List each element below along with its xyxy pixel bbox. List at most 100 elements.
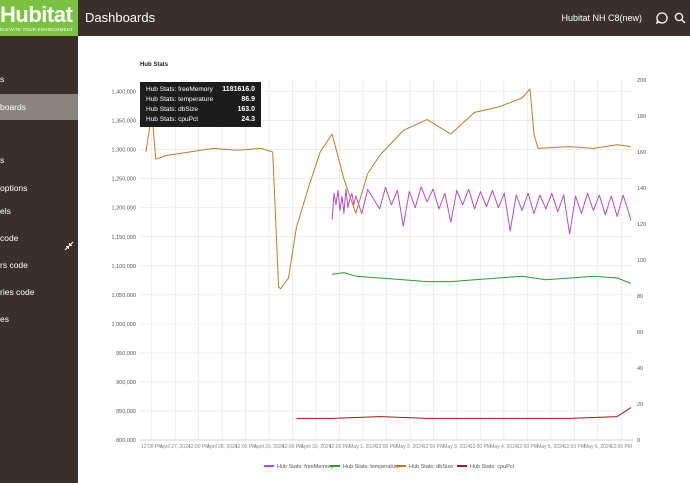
tooltip-row-cpupct: Hub Stats: cpuPct 24.3 (146, 115, 255, 125)
hub-name: Hubitat NH C8(new) (561, 13, 642, 23)
tooltip-row-dbsize: Hub Stats: dbSize 163.0 (146, 105, 255, 115)
y-right-tick-label: 140 (637, 186, 646, 192)
y-left-axis: 800,000 850,000 900,000 950,000 1,000,000 1,0… (112, 90, 136, 444)
series-line (332, 272, 632, 284)
tooltip-value: 24.3 (241, 116, 255, 123)
tooltip-label: Hub Stats: dbSize (146, 106, 199, 113)
sidebar-item-8[interactable]: es (0, 306, 78, 332)
y-right-tick-label: 120 (637, 222, 646, 228)
x-tick-label: 12:00 PM (564, 444, 585, 450)
tooltip-row-temperature: Hub Stats: temperature 86.9 (146, 95, 255, 105)
x-tick-label: 12:00 PM (611, 444, 632, 450)
sidebar-item-label: ries code (0, 287, 35, 297)
series-line (145, 88, 632, 290)
x-tick-label: May 5, 2024 (537, 444, 565, 450)
y-left-tick-label: 1,000,000 (112, 322, 136, 328)
legend-item-label: Hub Stats: dbSize (409, 464, 453, 470)
x-tick-label: May 4, 2024 (490, 444, 518, 450)
y-right-tick-label: 180 (637, 114, 646, 120)
y-left-tick-label: 1,300,000 (112, 148, 136, 154)
x-tick-label: 12:00 PM (423, 444, 444, 450)
y-left-tick-label: 1,350,000 (112, 119, 136, 125)
tooltip-label: Hub Stats: freeMemory (146, 86, 213, 93)
sidebar-item-5[interactable]: code (0, 225, 78, 251)
x-tick-label: 12:00 PM (188, 444, 209, 450)
x-tick-label: 12:00 PM (235, 444, 256, 450)
tooltip-label: Hub Stats: cpuPct (146, 116, 199, 123)
y-left-tick-label: 950,000 (116, 351, 136, 357)
tooltip-row-freememory: Hub Stats: freeMemory 1181616.0 (146, 85, 255, 95)
sidebar-item-label: code (0, 233, 19, 243)
y-right-tick-label: 160 (637, 150, 646, 156)
x-tick-label: May 2, 2024 (396, 444, 424, 450)
sidebar-item-7[interactable]: ries code (0, 279, 78, 305)
y-left-tick-label: 1,150,000 (112, 235, 136, 241)
search-icon[interactable] (674, 12, 686, 24)
sidebar-item-label: boards (0, 102, 26, 112)
series-line (296, 407, 632, 419)
y-left-tick-label: 1,050,000 (112, 293, 136, 299)
y-left-tick-label: 850,000 (116, 409, 136, 415)
x-tick-label: April 30, 2024 (301, 444, 332, 450)
y-right-tick-label: 0 (637, 438, 640, 444)
logo-text: Hubitat (0, 2, 73, 27)
page-title: Dashboards (85, 10, 156, 25)
x-tick-label: May 3, 2024 (443, 444, 471, 450)
sidebar: s boards s options els code rs code ries… (0, 36, 78, 483)
sidebar-item-4[interactable]: els (0, 198, 78, 224)
y-right-tick-label: 100 (637, 258, 646, 264)
x-tick-label: 12:00 PM (470, 444, 491, 450)
sidebar-item-label: es (0, 314, 9, 324)
logo-tagline: ELEVATE YOUR ENVIRONMENT (0, 27, 74, 32)
top-bar (0, 0, 690, 36)
hub-stats-chart[interactable]: Hub Stats 800,000 850,000 900,000 950,000 1,… (78, 36, 690, 483)
tooltip-value: 1181616.0 (222, 86, 255, 93)
chart-title: Hub Stats (140, 62, 169, 68)
series-line (331, 186, 632, 235)
y-right-tick-label: 60 (637, 330, 643, 336)
y-right-tick-label: 40 (637, 366, 643, 372)
y-right-tick-label: 20 (637, 402, 643, 408)
collapse-icon[interactable] (64, 241, 74, 251)
y-left-tick-label: 1,250,000 (112, 177, 136, 183)
chart-tooltip: Hub Stats: freeMemory 1181616.0 Hub Stats… (140, 82, 261, 127)
sidebar-item-label: options (0, 183, 28, 193)
sidebar-item-6[interactable]: rs code (0, 252, 78, 278)
x-tick-label: 12:00 PM (517, 444, 538, 450)
x-tick-label: April 29, 2024 (254, 444, 285, 450)
tooltip-value: 163.0 (237, 106, 255, 113)
y-right-tick-label: 200 (637, 78, 646, 84)
x-tick-label: 12:00 PM (376, 444, 397, 450)
legend-item-label: Hub Stats: freeMemory (277, 464, 334, 470)
hubitat-logo[interactable]: Hubitat ELEVATE YOUR ENVIRONMENT (0, 0, 78, 36)
sidebar-item-2[interactable]: s (0, 147, 78, 173)
chart-grid (140, 80, 633, 441)
y-right-tick-label: 80 (637, 294, 643, 300)
y-left-tick-label: 1,100,000 (112, 264, 136, 270)
sidebar-item-dashboards[interactable]: boards (0, 94, 78, 120)
sidebar-item-3[interactable]: options (0, 175, 78, 201)
x-tick-label: April 27, 2024 (160, 444, 191, 450)
sidebar-item-label: s (0, 74, 5, 84)
tooltip-label: Hub Stats: temperature (146, 96, 214, 103)
y-right-axis: 0 20 40 60 80 100 120 140 160 180 200 (637, 78, 646, 444)
series-layer (145, 88, 632, 419)
y-left-tick-label: 900,000 (116, 380, 136, 386)
x-tick-label: 12:00 PM (141, 444, 162, 450)
chat-icon[interactable] (656, 12, 668, 24)
x-tick-label: 12:00 PM (282, 444, 303, 450)
legend-item-label: Hub Stats: cpuPct (470, 464, 514, 470)
legend-item-label: Hub Stats: temperature (343, 464, 400, 470)
y-left-tick-label: 1,400,000 (112, 90, 136, 96)
chart-legend[interactable]: Hub Stats: freeMemory Hub Stats: temperat… (264, 464, 514, 470)
sidebar-item-0[interactable]: s (0, 66, 78, 92)
x-tick-label: 12:00 PM (329, 444, 350, 450)
y-left-tick-label: 800,000 (116, 438, 136, 444)
tooltip-value: 86.9 (241, 96, 255, 103)
sidebar-item-label: rs code (0, 260, 28, 270)
sidebar-item-label: s (0, 155, 5, 165)
x-tick-label: April 28, 2024 (207, 444, 238, 450)
x-tick-label: May 1, 2024 (349, 444, 377, 450)
y-left-tick-label: 1,200,000 (112, 206, 136, 212)
